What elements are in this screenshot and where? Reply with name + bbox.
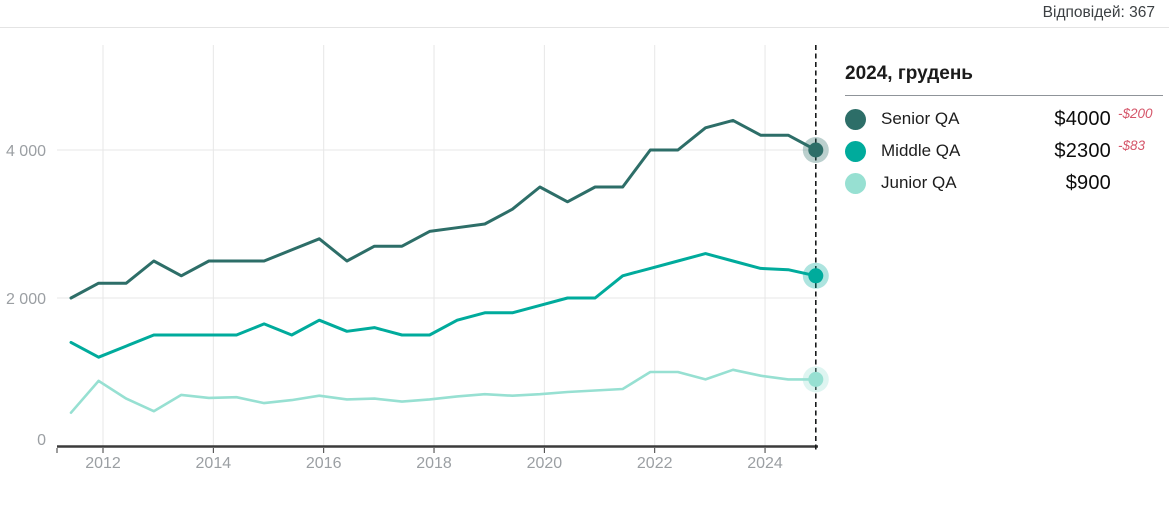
series-delta: -$200 [1118, 106, 1153, 121]
series-label: Junior QA [881, 173, 957, 192]
series-value: $900 [1065, 171, 1111, 194]
legend-item-middle-qa: Middle QA $2300 -$83 [845, 135, 1163, 167]
y-axis-label: 0 [37, 432, 46, 449]
y-axis-label: 4 000 [6, 143, 46, 160]
x-axis-label: 2016 [306, 455, 342, 472]
legend-panel: 2024, грудень Senior QA $4000 -$200 Middle … [845, 63, 1163, 199]
x-axis-label: 2018 [416, 455, 452, 472]
legend-item-junior-qa: Junior QA $900 [845, 167, 1163, 199]
responses-count: Відповідей: 367 [1042, 4, 1155, 21]
junior-qa-current-dot [808, 371, 824, 387]
senior-qa-current-dot [808, 142, 824, 158]
series-label: Senior QA [881, 109, 960, 128]
series-value: $2300 [1054, 139, 1111, 162]
legend-item-senior-qa: Senior QA $4000 -$200 [845, 103, 1163, 135]
series-delta [1111, 167, 1163, 170]
junior-qa-line [69, 368, 818, 415]
x-axis-label: 2014 [196, 455, 232, 472]
series-color-dot [845, 172, 866, 194]
series-color-dot [845, 140, 866, 162]
senior-qa-line [69, 118, 818, 300]
x-axis-label: 2020 [527, 455, 563, 472]
series-delta: -$83 [1118, 138, 1146, 153]
x-axis-label: 2024 [747, 455, 783, 472]
y-axis-label: 2 000 [6, 291, 46, 308]
topbar: Відповідей: 367 [0, 0, 1169, 28]
middle-qa-line [69, 252, 818, 359]
x-axis-label: 2012 [85, 455, 121, 472]
series-value: $4000 [1054, 107, 1111, 130]
middle-qa-current-dot [808, 268, 824, 284]
series-label: Middle QA [881, 141, 961, 160]
x-axis-label: 2022 [637, 455, 673, 472]
series-color-dot [845, 108, 866, 130]
legend-title: 2024, грудень [845, 63, 1163, 96]
legend-rows: Senior QA $4000 -$200 Middle QA $2300 -$83 Jun… [845, 103, 1163, 199]
